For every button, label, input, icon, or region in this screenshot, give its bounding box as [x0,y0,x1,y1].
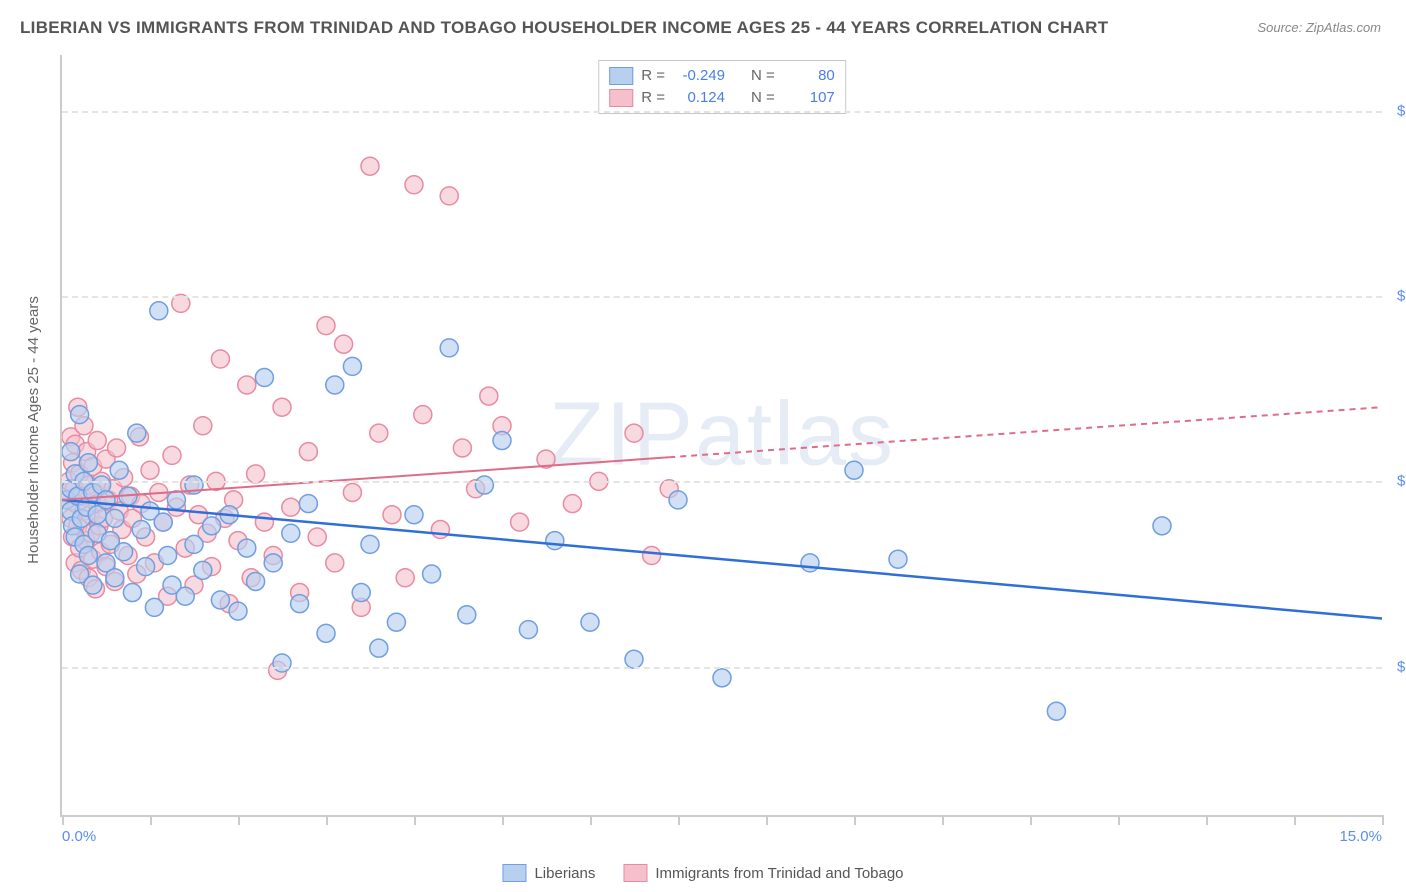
legend-series: Liberians Immigrants from Trinidad and T… [502,864,903,882]
r-value-1: 0.124 [673,87,725,109]
x-tick-label: 0.0% [62,828,96,845]
scatter-svg [62,55,1382,815]
r-label: R = [641,65,665,87]
legend-swatch-1 [609,89,633,107]
x-tick-label: 15.0% [1339,828,1382,845]
legend-swatch-bottom-0 [502,864,526,882]
n-label: N = [751,65,775,87]
x-tick [502,815,504,825]
x-tick [766,815,768,825]
legend-label-1: Immigrants from Trinidad and Tobago [655,865,903,882]
x-tick [238,815,240,825]
n-label: N = [751,87,775,109]
gridline [62,667,1382,669]
gridline [62,481,1382,483]
x-tick [414,815,416,825]
plot-frame: ZIPatlas R = -0.249 N = 80 R = 0.124 N =… [60,55,1382,817]
r-value-0: -0.249 [673,65,725,87]
x-tick [150,815,152,825]
chart-title: LIBERIAN VS IMMIGRANTS FROM TRINIDAD AND… [20,18,1108,38]
gridline [62,296,1382,298]
x-tick [1030,815,1032,825]
x-tick [854,815,856,825]
x-tick [678,815,680,825]
x-tick [1118,815,1120,825]
y-tick-label: $100,000 [1387,473,1406,490]
legend-stats-box: R = -0.249 N = 80 R = 0.124 N = 107 [598,60,846,114]
legend-stats-row-0: R = -0.249 N = 80 [609,65,835,87]
y-tick-label: $50,000 [1387,658,1406,675]
legend-swatch-0 [609,67,633,85]
x-tick [1206,815,1208,825]
legend-item-0: Liberians [502,864,595,882]
chart-area: ZIPatlas R = -0.249 N = 80 R = 0.124 N =… [60,55,1380,815]
legend-swatch-bottom-1 [623,864,647,882]
n-value-1: 107 [783,87,835,109]
gridline [62,111,1382,113]
x-tick [1294,815,1296,825]
x-tick [590,815,592,825]
x-tick [942,815,944,825]
legend-label-0: Liberians [534,865,595,882]
y-axis-label: Householder Income Ages 25 - 44 years [25,296,42,564]
r-label: R = [641,87,665,109]
x-tick [62,815,64,825]
source-attribution: Source: ZipAtlas.com [1257,20,1381,35]
legend-item-1: Immigrants from Trinidad and Tobago [623,864,903,882]
x-tick [1382,815,1384,825]
x-tick [326,815,328,825]
n-value-0: 80 [783,65,835,87]
legend-stats-row-1: R = 0.124 N = 107 [609,87,835,109]
y-tick-label: $150,000 [1387,287,1406,304]
y-tick-label: $200,000 [1387,102,1406,119]
watermark: ZIPatlas [549,384,895,487]
